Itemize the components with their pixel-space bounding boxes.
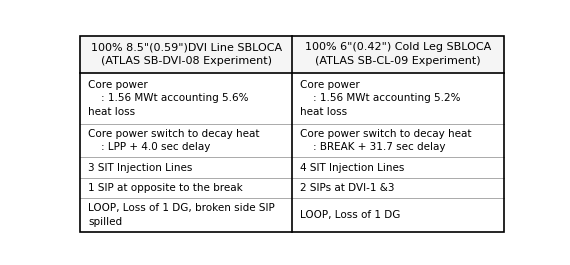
Text: LOOP, Loss of 1 DG, broken side SIP
spilled: LOOP, Loss of 1 DG, broken side SIP spil… (88, 203, 275, 227)
Text: Core power switch to decay heat
    : BREAK + 31.7 sec delay: Core power switch to decay heat : BREAK … (300, 129, 471, 152)
Text: 3 SIT Injection Lines: 3 SIT Injection Lines (88, 163, 193, 173)
Text: Core power
    : 1.56 MWt accounting 5.2%
heat loss: Core power : 1.56 MWt accounting 5.2% he… (300, 80, 461, 117)
Text: 2 SIPs at DVI-1 &3: 2 SIPs at DVI-1 &3 (300, 183, 394, 193)
Text: Core power switch to decay heat
    : LPP + 4.0 sec delay: Core power switch to decay heat : LPP + … (88, 129, 259, 152)
Bar (80, 36, 292, 73)
Text: 100% 8.5"(0.59")DVI Line SBLOCA
(ATLAS SB-DVI-08 Experiment): 100% 8.5"(0.59")DVI Line SBLOCA (ATLAS S… (91, 42, 282, 67)
Text: 1 SIP at opposite to the break: 1 SIP at opposite to the break (88, 183, 243, 193)
Text: LOOP, Loss of 1 DG: LOOP, Loss of 1 DG (300, 210, 401, 220)
Text: Core power
    : 1.56 MWt accounting 5.6%
heat loss: Core power : 1.56 MWt accounting 5.6% he… (88, 80, 249, 117)
Text: 100% 6"(0.42") Cold Leg SBLOCA
(ATLAS SB-CL-09 Experiment): 100% 6"(0.42") Cold Leg SBLOCA (ATLAS SB… (305, 42, 491, 67)
Text: 4 SIT Injection Lines: 4 SIT Injection Lines (300, 163, 405, 173)
Bar (292, 36, 504, 73)
